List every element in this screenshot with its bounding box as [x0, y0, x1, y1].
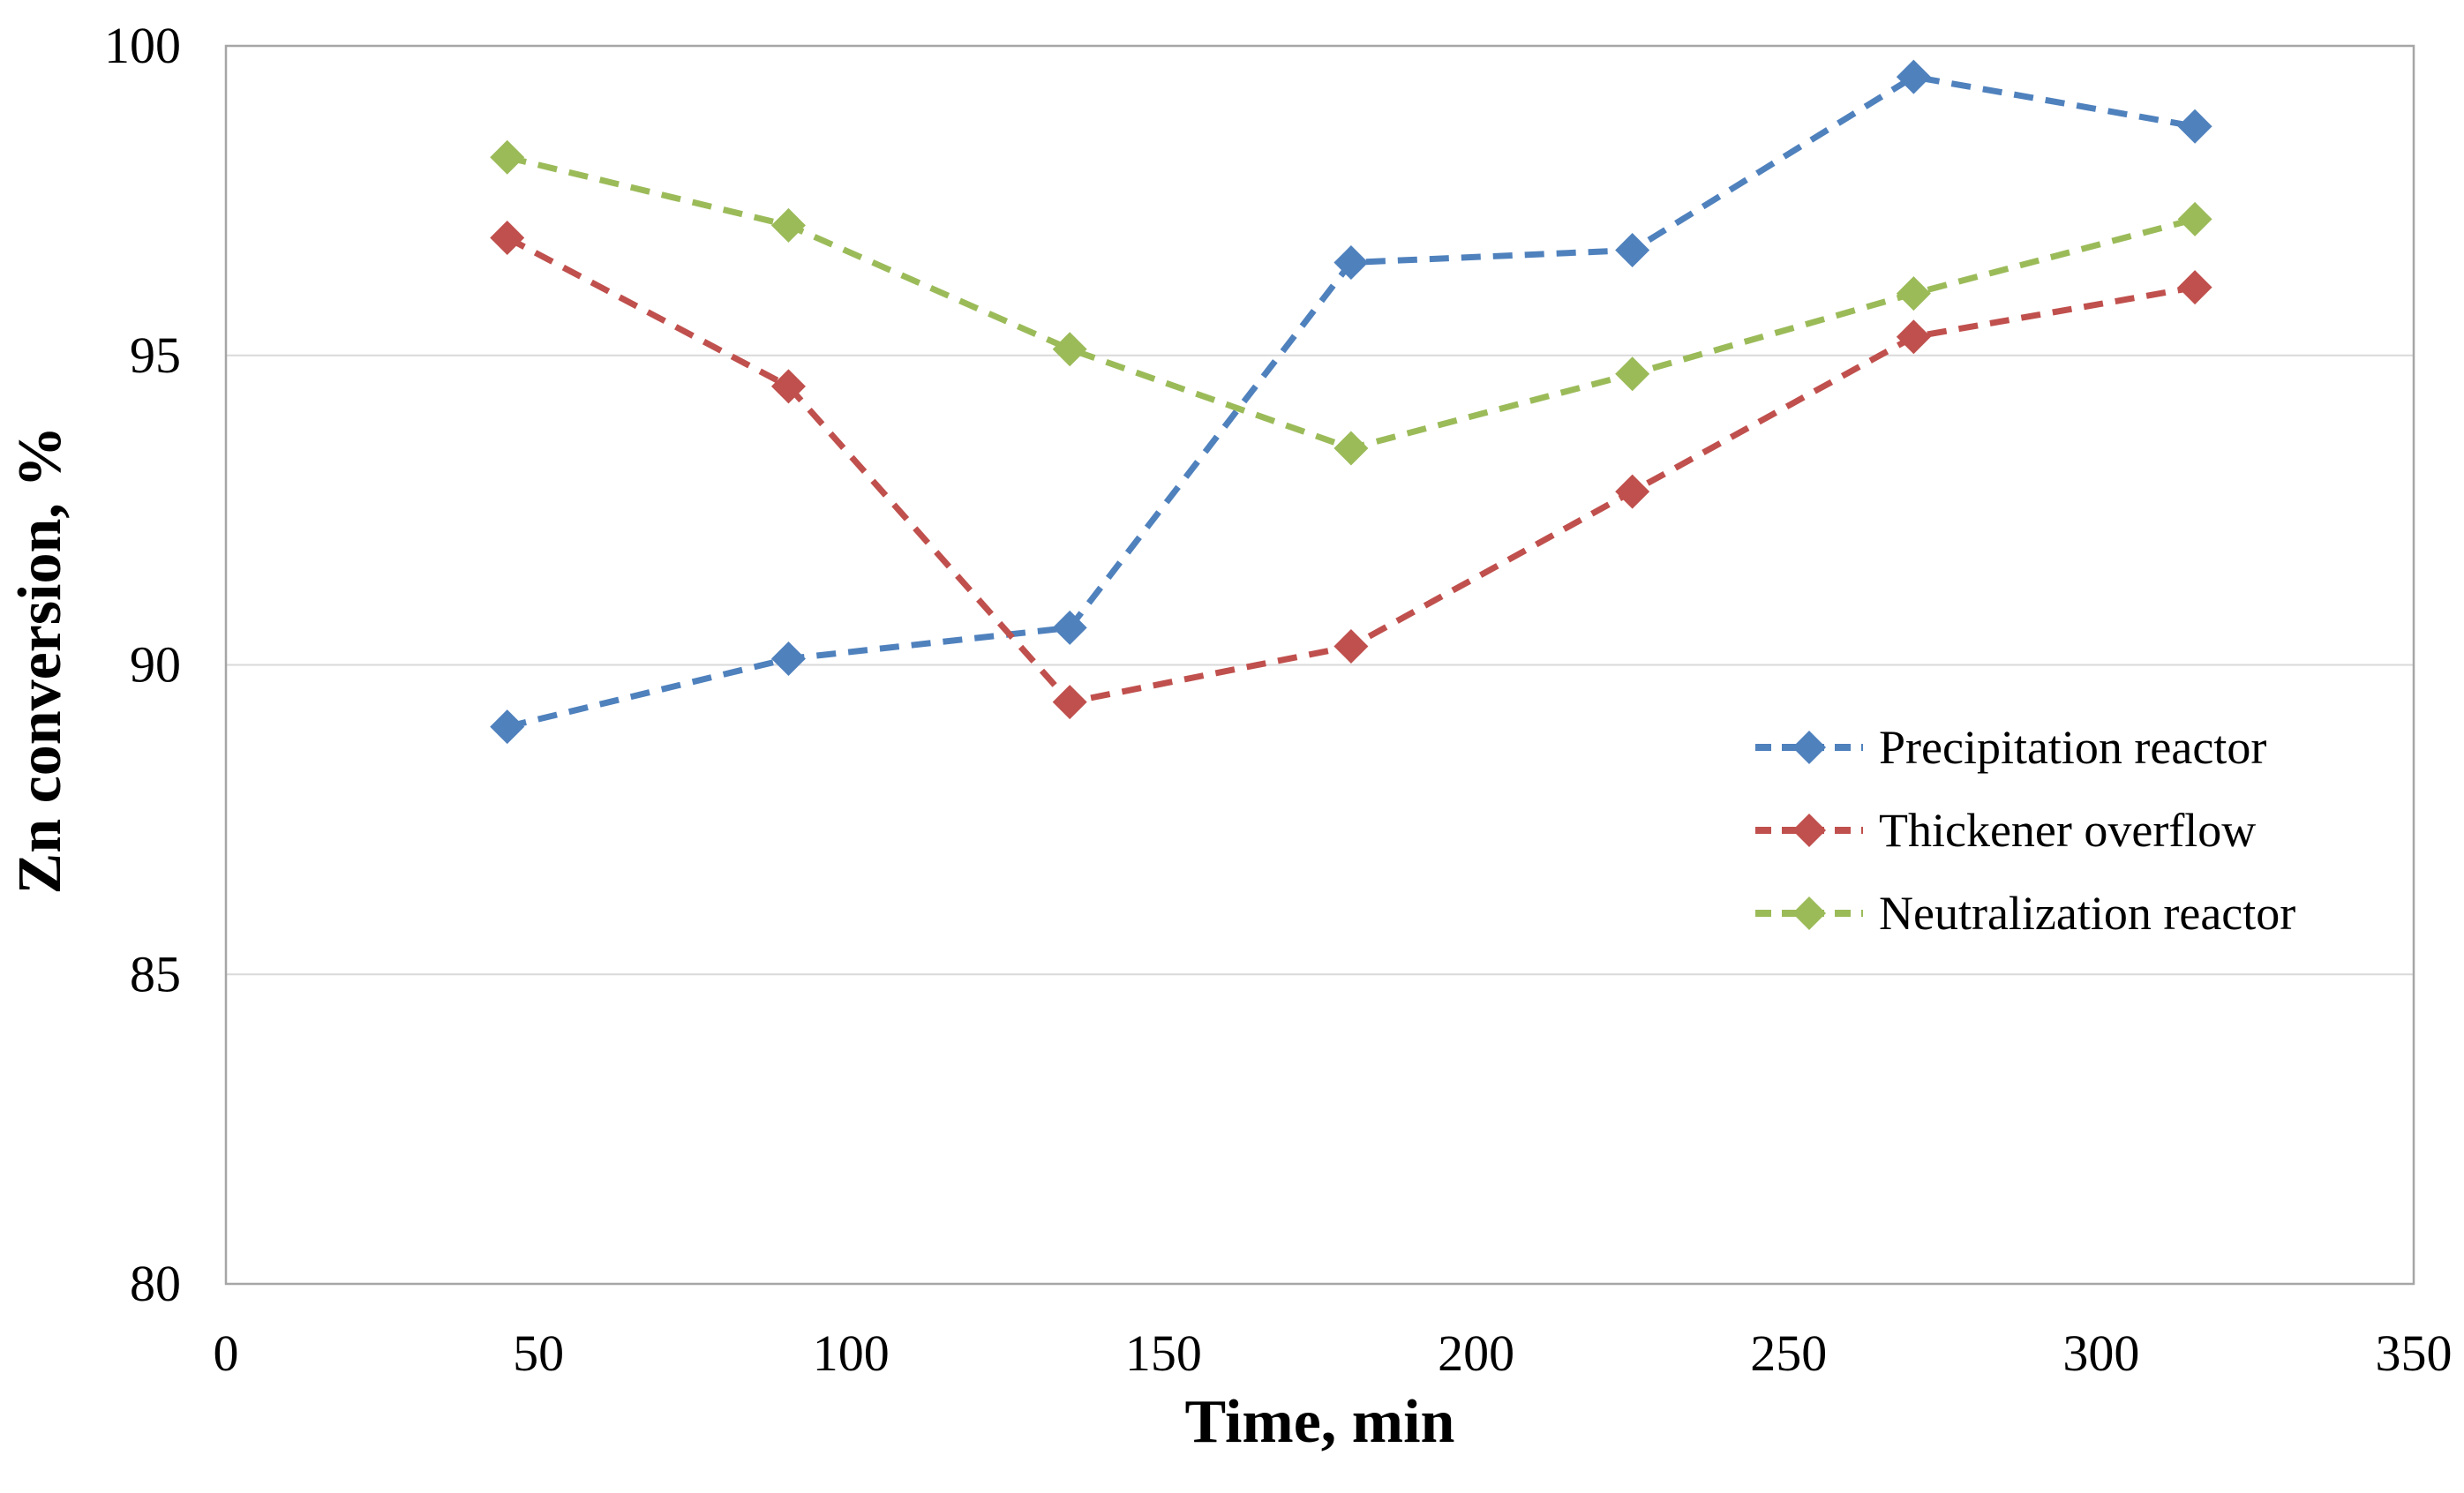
marker-precipitation-reactor-90: [770, 641, 806, 676]
x-tick-label-200: 200: [1438, 1324, 1514, 1382]
x-tick-label-50: 50: [513, 1324, 564, 1382]
marker-neutralization-reactor-180: [1333, 431, 1369, 466]
marker-thickener-overflow-180: [1333, 628, 1369, 664]
legend-marker-neutralization-reactor: [1792, 897, 1826, 930]
marker-precipitation-reactor-315: [2177, 109, 2212, 144]
marker-neutralization-reactor-135: [1052, 332, 1087, 367]
legend-label: Thickener overflow: [1879, 804, 2257, 857]
marker-neutralization-reactor-315: [2177, 201, 2212, 236]
series-line-neutralization-reactor: [506, 154, 2196, 452]
marker-thickener-overflow-225: [1615, 474, 1650, 509]
marker-neutralization-reactor-90: [770, 207, 806, 243]
legend-marker-thickener-overflow: [1792, 814, 1826, 847]
legend-label: Precipitation reactor: [1879, 721, 2267, 774]
marker-neutralization-reactor-45: [490, 139, 525, 175]
y-axis-title: Zn conversion, %: [6, 425, 74, 895]
marker-thickener-overflow-45: [490, 220, 525, 255]
x-tick-label-350: 350: [2376, 1324, 2453, 1382]
x-axis-title: Time, min: [1184, 1388, 1455, 1456]
legend-swatch-thickener-overflow: [1755, 814, 1863, 847]
marker-precipitation-reactor-225: [1615, 232, 1650, 267]
legend-label: Neutralization reactor: [1879, 887, 2296, 940]
x-tick-label-150: 150: [1125, 1324, 1202, 1382]
legend-swatch-neutralization-reactor: [1755, 897, 1863, 930]
marker-neutralization-reactor-225: [1615, 356, 1650, 392]
y-tick-label-85: 85: [130, 945, 181, 1002]
marker-precipitation-reactor-270: [1896, 59, 1931, 94]
x-tick-label-100: 100: [813, 1324, 890, 1382]
legend-swatch-precipitation-reactor: [1755, 731, 1863, 764]
legend-entry-precipitation-reactor: Precipitation reactor: [1752, 706, 2295, 789]
legend-entry-thickener-overflow: Thickener overflow: [1752, 789, 2295, 872]
marker-thickener-overflow-315: [2177, 270, 2212, 305]
legend: Precipitation reactor Thickener overflow N…: [1752, 706, 2295, 955]
y-tick-label-80: 80: [130, 1255, 181, 1312]
plot-border: [224, 44, 2415, 1286]
x-tick-label-250: 250: [1750, 1324, 1827, 1382]
marker-thickener-overflow-135: [1052, 685, 1087, 720]
y-tick-label-100: 100: [104, 17, 181, 74]
x-tick-label-300: 300: [2062, 1324, 2139, 1382]
marker-thickener-overflow-270: [1896, 319, 1931, 355]
marker-precipitation-reactor-45: [490, 709, 525, 745]
x-tick-label-0: 0: [214, 1324, 239, 1382]
y-tick-label-90: 90: [130, 636, 181, 694]
marker-precipitation-reactor-135: [1052, 610, 1087, 645]
marker-precipitation-reactor-180: [1333, 245, 1369, 281]
y-tick-label-95: 95: [130, 326, 181, 384]
marker-neutralization-reactor-270: [1896, 276, 1931, 311]
marker-thickener-overflow-90: [770, 369, 806, 404]
legend-marker-precipitation-reactor: [1792, 731, 1826, 764]
legend-entry-neutralization-reactor: Neutralization reactor: [1752, 872, 2295, 955]
